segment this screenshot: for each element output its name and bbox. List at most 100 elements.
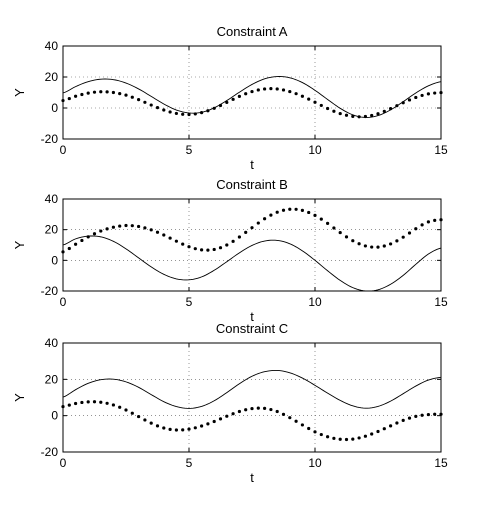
panel-a-series-2-point	[200, 111, 204, 115]
panel-b-series-2-point	[187, 245, 191, 249]
panel-a-series-2-point	[263, 87, 267, 91]
panel-c-series-2-point	[105, 401, 109, 405]
panel-a-series-2-point	[149, 103, 153, 107]
panel-b-series-2-point	[363, 244, 367, 248]
panel-a-series-2-point	[130, 95, 134, 99]
panel-a-x-tick-label: 15	[434, 143, 448, 157]
panel-b-series-1-line	[62, 235, 442, 292]
panel-c-series-2-point	[74, 401, 78, 406]
panel-a-series-2-point	[225, 100, 229, 105]
panel-c-series-2-point	[250, 406, 254, 411]
panel-b-series-2-point	[332, 226, 336, 230]
panel-c-x-tick-label: 5	[186, 456, 193, 470]
panel-c-series-2-point	[218, 417, 223, 421]
panel-b-series-2-point	[313, 213, 317, 218]
panel-c-series-2-point	[433, 412, 437, 416]
panel-c-series-2-point	[357, 436, 361, 440]
panel-c-series-2-point	[401, 418, 405, 422]
panel-c-series-2-point	[212, 419, 216, 424]
panel-a-series-2-point	[300, 94, 304, 98]
panel-a-series-2-point	[250, 89, 254, 94]
panel-c-series-2-point	[294, 419, 298, 423]
panel-b-series-2-point	[426, 220, 430, 224]
panel-c-series-2-point	[426, 412, 430, 417]
panel-a-series-2-point	[206, 109, 210, 113]
panel-b-series-2-point	[168, 236, 172, 240]
panel-b-y-tick-label: -20	[41, 284, 59, 298]
panel-b-x-tick-label: 5	[186, 295, 193, 309]
panel-a-series-2-point	[326, 106, 330, 111]
panel-a-series-2-point	[344, 113, 349, 117]
panel-c-series-2-point	[130, 411, 134, 415]
panel-c-series-2-point	[137, 414, 141, 419]
panel-a-series-2-point	[92, 90, 97, 94]
panel-a-series-2-point	[237, 94, 241, 98]
panel-a-series-2-point	[193, 112, 197, 116]
panel-a-series-2-point	[426, 92, 430, 96]
panel-b-series-2-dots	[61, 207, 443, 254]
panel-a-series-2-point	[275, 87, 279, 91]
panel-b-series-2-point	[99, 229, 103, 233]
panel-c-y-tick-label: -20	[41, 445, 59, 459]
panel-c-y-tick-label: 20	[45, 372, 59, 386]
panel-b-frame	[62, 198, 442, 292]
panel-b-series-2-point	[370, 245, 374, 249]
panel-b-series-2-point	[237, 235, 241, 239]
panel-b-x-tick-label: 0	[60, 295, 67, 309]
panel-c-series-2-point	[420, 413, 424, 417]
panel-c-series-2-point	[174, 428, 178, 432]
panel-b-series-2-point	[92, 232, 97, 236]
panel-b-series-2-point	[250, 226, 254, 230]
panel-a-series-2-point	[105, 90, 109, 94]
panel-b-series-2-point	[351, 239, 355, 243]
panel-a-series-2-point	[401, 101, 405, 105]
panel-a-series-2-point	[370, 113, 374, 118]
panel-c-y-tick-label: 0	[51, 409, 58, 423]
panel-b-series-2-point	[420, 223, 424, 227]
panel-a-series-2-point	[288, 89, 292, 94]
panel-b-series-2-point	[275, 210, 279, 214]
panel-c-series-2-dots	[61, 400, 443, 442]
panel-b-series-2-point	[389, 242, 393, 246]
panel-a-series-2-point	[319, 103, 323, 108]
panel-b-series-2-point	[300, 208, 304, 212]
panel-b-series-2-point	[344, 235, 349, 239]
panel-b-series-2-point	[263, 217, 267, 221]
panel-c-series-2-point	[275, 409, 279, 414]
panel-c-series-2-point	[118, 405, 122, 409]
panel-a-series-2-point	[389, 107, 393, 111]
panel-c-series-2-point	[344, 437, 349, 442]
panel-c-series-2-point	[99, 400, 103, 404]
panel-a-series-2-point	[80, 92, 84, 97]
panel-a-series-2-point	[382, 109, 386, 113]
panel-c-series-2-point	[143, 418, 147, 422]
panel-b-series-2-point	[86, 235, 90, 239]
panel-b-title: Constraint B	[216, 177, 288, 192]
panel-a-y-tick-label: -20	[41, 132, 59, 146]
panel-b-y-label: Y	[12, 240, 27, 249]
panel-b-series-2-point	[269, 213, 273, 217]
panel-b-x-label: t	[250, 309, 254, 324]
panel-a-series-2-point	[294, 92, 298, 96]
panel-b-series-2-point	[376, 245, 380, 249]
panel-c-series-2-point	[407, 416, 412, 420]
panel-c-series-2-point	[244, 408, 248, 412]
panel-c-series-2-point	[351, 437, 355, 441]
panel-a-series-2-point	[338, 111, 342, 116]
panel-c-series-2-point	[111, 403, 115, 407]
panel-b-series-2-point	[111, 225, 115, 229]
panel-b-series-2-point	[143, 226, 147, 230]
panel-b-series-2-point	[218, 246, 223, 250]
panel-c-series-2-point	[80, 400, 84, 405]
panel-c-series-2-point	[313, 430, 317, 434]
panel-b-series-2-point	[124, 223, 128, 228]
panel-c-title: Constraint C	[216, 321, 288, 336]
panel-c-series-2-point	[376, 429, 380, 434]
panel-a-series-2-point	[407, 98, 412, 102]
panel-b-series-2-point	[149, 228, 153, 232]
panel-c-series-2-point	[92, 400, 97, 404]
panel-a-frame	[62, 45, 442, 140]
